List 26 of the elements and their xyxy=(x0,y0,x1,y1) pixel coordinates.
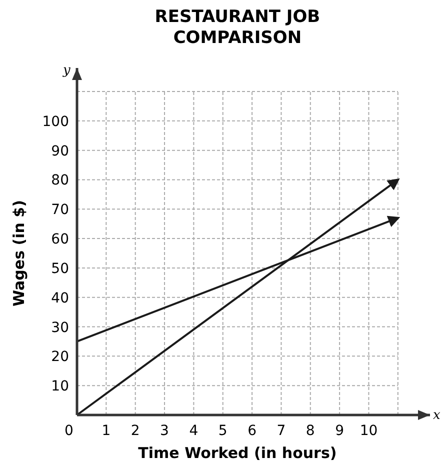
x-tick-label: 8 xyxy=(306,423,315,439)
x-tick-label: 4 xyxy=(189,423,198,439)
y-tick-label: 30 xyxy=(51,320,69,336)
x-axis-title: Time Worked (in hours) xyxy=(138,444,337,462)
x-tick-label: 0 xyxy=(64,423,74,439)
x-tick-label: 9 xyxy=(335,423,344,439)
x-tick-label: 10 xyxy=(360,423,378,439)
y-axis-title: Wages (in $) xyxy=(10,200,28,306)
y-tick-label: 100 xyxy=(42,114,69,130)
y-tick-label: 90 xyxy=(51,143,69,160)
x-tick-label: 5 xyxy=(218,423,228,439)
y-tick-label: 40 xyxy=(51,290,69,306)
y-tick-label: 60 xyxy=(51,232,69,248)
y-tick-label: 20 xyxy=(51,349,69,366)
x-tick-label: 6 xyxy=(248,423,257,439)
y-tick-label: 70 xyxy=(51,202,69,218)
y-tick-label: 80 xyxy=(51,172,69,189)
chart-title: RESTAURANT JOB COMPARISON xyxy=(154,7,320,48)
text: x xyxy=(433,408,441,423)
x-tick-label: 7 xyxy=(276,423,286,439)
text: y xyxy=(62,63,71,78)
x-tick-label: 2 xyxy=(130,423,140,439)
y-tick-label: 50 xyxy=(51,260,69,277)
y-tick-label: 10 xyxy=(51,378,69,395)
x-tick-label: 1 xyxy=(102,423,111,439)
x-tick-label: 3 xyxy=(160,423,169,439)
